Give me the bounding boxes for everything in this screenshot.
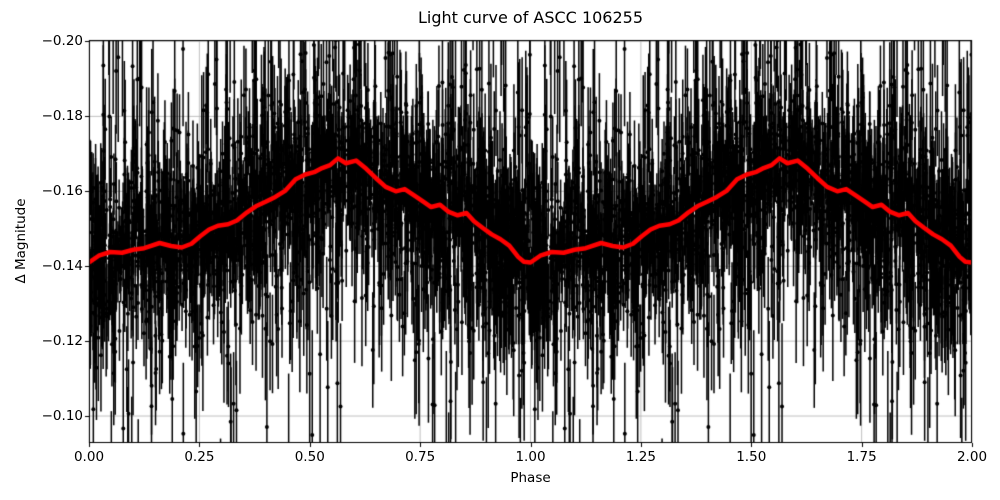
x-tick-label: 1.75 <box>846 449 877 465</box>
x-tick-label: 1.00 <box>515 449 546 465</box>
y-tick-label: −0.14 <box>41 258 83 275</box>
chart-title: Light curve of ASCC 106255 <box>417 8 644 27</box>
x-tick-label: 1.25 <box>625 449 656 465</box>
y-tick-label: −0.12 <box>41 333 83 350</box>
x-tick-label: 0.75 <box>405 449 436 465</box>
x-tick-label: 0.25 <box>184 449 215 465</box>
x-tick-label: 1.50 <box>736 449 767 465</box>
x-tick-label: 2.00 <box>956 449 988 465</box>
x-axis-label: Phase <box>510 470 551 486</box>
y-tick-label: −0.20 <box>41 33 83 50</box>
y-tick-label: −0.16 <box>41 183 83 200</box>
y-tick-label: −0.18 <box>41 108 83 125</box>
y-tick-label: −0.10 <box>41 408 83 425</box>
x-tick-label: 0.50 <box>294 449 325 465</box>
x-tick-label: 0.00 <box>73 449 105 465</box>
y-axis-label: Δ Magnitude <box>13 198 29 284</box>
